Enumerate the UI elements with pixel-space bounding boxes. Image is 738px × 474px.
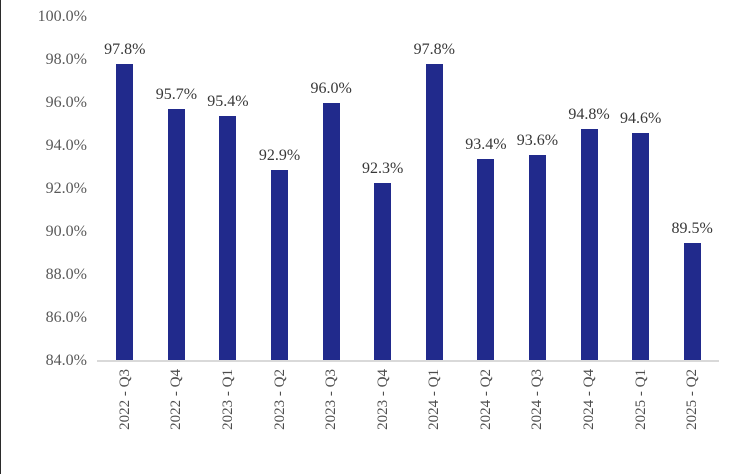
bar-data-label: 94.8%: [568, 105, 610, 123]
bar-data-label: 94.6%: [619, 110, 662, 128]
bar: [322, 103, 340, 361]
bar-data-label: 89.5%: [671, 219, 713, 237]
y-axis-tick-label: 90.0%: [45, 223, 87, 240]
x-axis-category-label: 2024 - Q1: [426, 369, 443, 430]
bar-data-label: 95.4%: [207, 92, 249, 110]
y-axis-tick-label: 100.0%: [37, 8, 87, 25]
bar: [632, 133, 650, 361]
x-axis-category-label: 2022 - Q3: [116, 369, 133, 430]
x-axis-line: [97, 360, 719, 362]
y-axis-tick-label: 86.0%: [45, 309, 87, 326]
x-axis-category-label: 2023 - Q4: [374, 369, 391, 430]
bar-data-label: 93.4%: [465, 135, 507, 153]
bar: [116, 64, 134, 361]
bar-data-label: 92.3%: [362, 159, 404, 177]
bar: [219, 115, 237, 361]
bar: [271, 169, 289, 361]
x-axis-category-label: 2022 - Q4: [168, 369, 185, 430]
bar: [167, 109, 185, 361]
x-axis-category-label: 2023 - Q3: [323, 369, 340, 430]
x-axis-category-label: 2024 - Q2: [477, 369, 494, 430]
y-axis-tick-label: 96.0%: [45, 94, 87, 111]
x-axis-category-label: 2024 - Q4: [581, 369, 598, 430]
bar: [528, 154, 546, 361]
bar-data-label: 95.7%: [155, 86, 198, 104]
x-axis-category-label: 2023 - Q1: [219, 369, 236, 430]
x-axis-category-label: 2023 - Q2: [271, 369, 288, 430]
y-axis-tick-label: 88.0%: [45, 266, 87, 283]
bar: [580, 128, 598, 361]
y-axis-tick-label: 94.0%: [45, 137, 87, 154]
y-axis-tick-label: 84.0%: [45, 352, 87, 369]
x-axis-category-label: 2025 - Q2: [684, 369, 701, 430]
x-axis-category-label: 2024 - Q3: [529, 369, 546, 430]
y-axis-tick-label: 98.0%: [45, 51, 87, 68]
bar: [477, 158, 495, 361]
bar-data-label: 97.8%: [413, 41, 455, 59]
bar-data-label: 97.8%: [104, 41, 146, 59]
bar: [683, 242, 701, 361]
x-axis-category-label: 2025 - Q1: [632, 369, 649, 430]
bar: [374, 182, 392, 361]
bar-data-label: 93.6%: [516, 131, 559, 149]
y-axis-tick-label: 92.0%: [45, 180, 87, 197]
bar-data-label: 92.9%: [258, 146, 301, 164]
bar: [425, 64, 443, 361]
bar-data-label: 96.0%: [310, 80, 352, 97]
